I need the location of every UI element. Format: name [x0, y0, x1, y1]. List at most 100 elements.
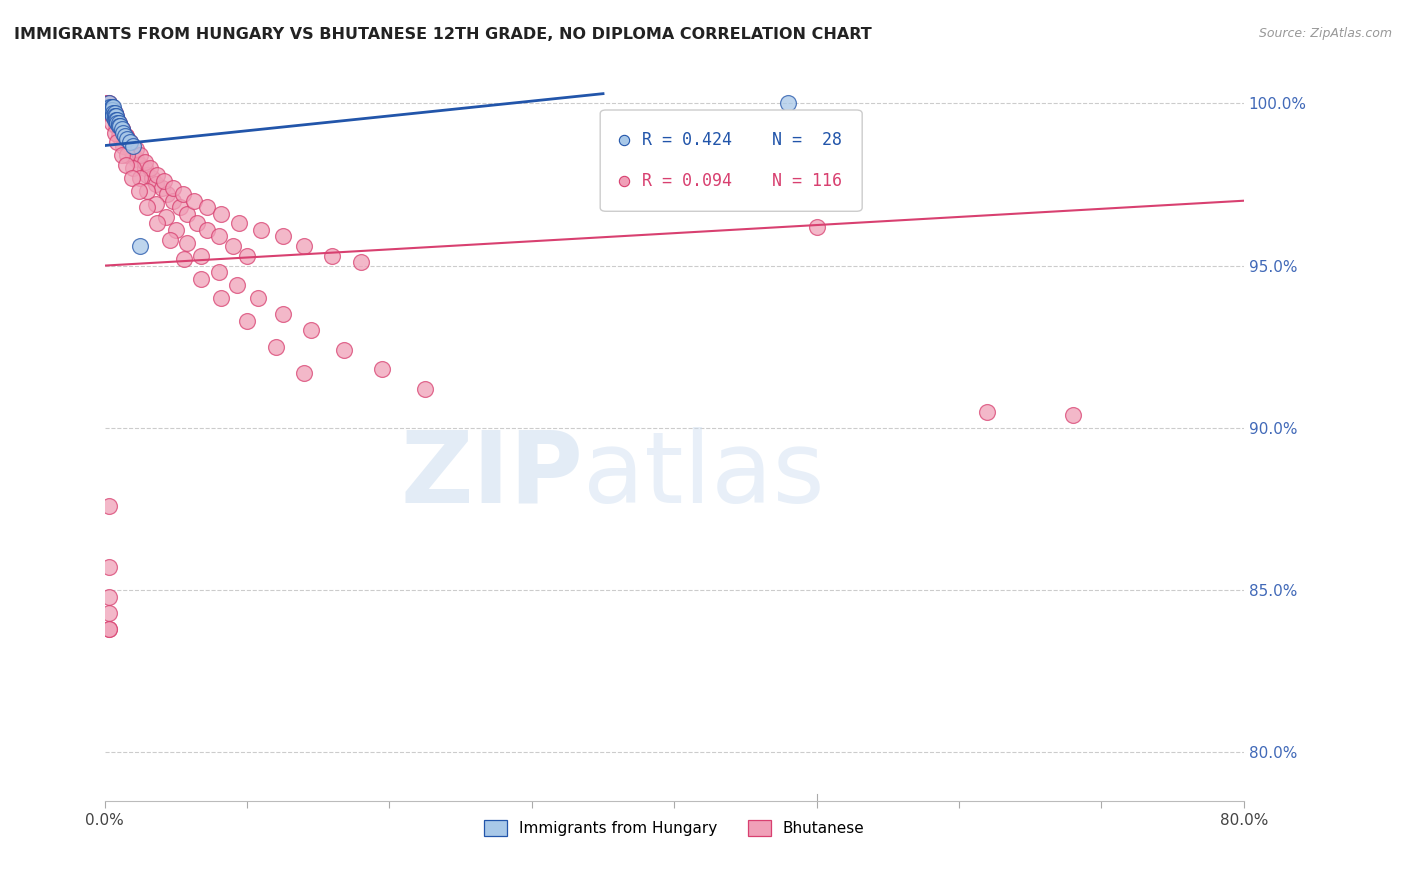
Point — [101, 103, 124, 117]
Point — [115, 128, 138, 143]
Point — [103, 109, 125, 123]
Point — [146, 216, 169, 230]
Point — [111, 128, 134, 143]
Point — [139, 161, 162, 176]
Point — [350, 255, 373, 269]
Point — [105, 112, 128, 127]
Point — [162, 180, 184, 194]
Point — [371, 362, 394, 376]
Point — [228, 216, 250, 230]
Point — [150, 180, 173, 194]
Point — [207, 229, 229, 244]
Point — [110, 126, 132, 140]
Point — [108, 122, 131, 136]
Point — [117, 132, 139, 146]
Point — [271, 229, 294, 244]
Point — [112, 138, 135, 153]
Point — [103, 106, 125, 120]
Point — [120, 142, 142, 156]
Point — [97, 622, 120, 636]
Point — [96, 100, 118, 114]
Point — [176, 235, 198, 250]
Point — [97, 622, 120, 636]
Point — [94, 96, 117, 111]
Point — [236, 314, 259, 328]
Point — [104, 109, 127, 123]
Text: R = 0.094    N = 116: R = 0.094 N = 116 — [643, 172, 842, 190]
Point — [111, 122, 134, 136]
Point — [107, 116, 129, 130]
Point — [97, 96, 120, 111]
Point — [97, 103, 120, 117]
Point — [136, 168, 159, 182]
Point — [129, 239, 152, 253]
Point — [125, 142, 148, 156]
Point — [778, 194, 800, 208]
Point — [101, 106, 124, 120]
Point — [112, 126, 135, 140]
Point — [104, 112, 127, 127]
Point — [103, 103, 125, 117]
Point — [159, 233, 181, 247]
Point — [101, 116, 124, 130]
Text: IMMIGRANTS FROM HUNGARY VS BHUTANESE 12TH GRADE, NO DIPLOMA CORRELATION CHART: IMMIGRANTS FROM HUNGARY VS BHUTANESE 12T… — [14, 27, 872, 42]
Point — [292, 366, 315, 380]
Point — [122, 138, 145, 153]
Point — [134, 154, 156, 169]
Point — [112, 126, 135, 140]
Point — [97, 606, 120, 620]
Point — [195, 200, 218, 214]
Point — [120, 136, 142, 150]
Point — [778, 96, 800, 111]
Point — [742, 376, 765, 391]
Point — [122, 161, 145, 176]
Point — [806, 219, 828, 234]
Point — [122, 148, 145, 162]
Point — [121, 145, 143, 159]
Point — [141, 171, 163, 186]
Point — [110, 119, 132, 133]
Point — [299, 323, 322, 337]
Point — [115, 128, 138, 143]
Point — [97, 590, 120, 604]
Point — [209, 291, 232, 305]
Point — [129, 171, 152, 186]
Point — [101, 100, 124, 114]
Point — [118, 138, 141, 153]
Point — [169, 200, 191, 214]
Point — [107, 112, 129, 127]
Point — [321, 249, 343, 263]
Text: atlas: atlas — [583, 427, 825, 524]
Point — [104, 106, 127, 120]
Point — [105, 109, 128, 123]
Point — [145, 178, 167, 192]
Point — [97, 100, 120, 114]
Point — [107, 136, 129, 150]
Point — [111, 122, 134, 136]
Point — [190, 271, 212, 285]
Point — [101, 100, 124, 114]
Point — [115, 158, 138, 172]
Point — [176, 207, 198, 221]
Point — [117, 148, 139, 162]
Point — [413, 382, 436, 396]
Point — [104, 126, 127, 140]
Point — [96, 100, 118, 114]
Point — [333, 343, 356, 357]
Point — [153, 174, 176, 188]
Point — [120, 136, 142, 150]
Point — [108, 119, 131, 133]
Point — [107, 119, 129, 133]
Point — [121, 171, 143, 186]
Text: ZIP: ZIP — [401, 427, 583, 524]
Point — [146, 168, 169, 182]
Point — [136, 200, 159, 214]
Point — [195, 223, 218, 237]
Point — [108, 116, 131, 130]
Point — [98, 106, 121, 120]
Point — [264, 340, 287, 354]
Point — [129, 158, 152, 172]
Point — [114, 128, 136, 143]
Point — [98, 103, 121, 117]
Point — [165, 223, 187, 237]
